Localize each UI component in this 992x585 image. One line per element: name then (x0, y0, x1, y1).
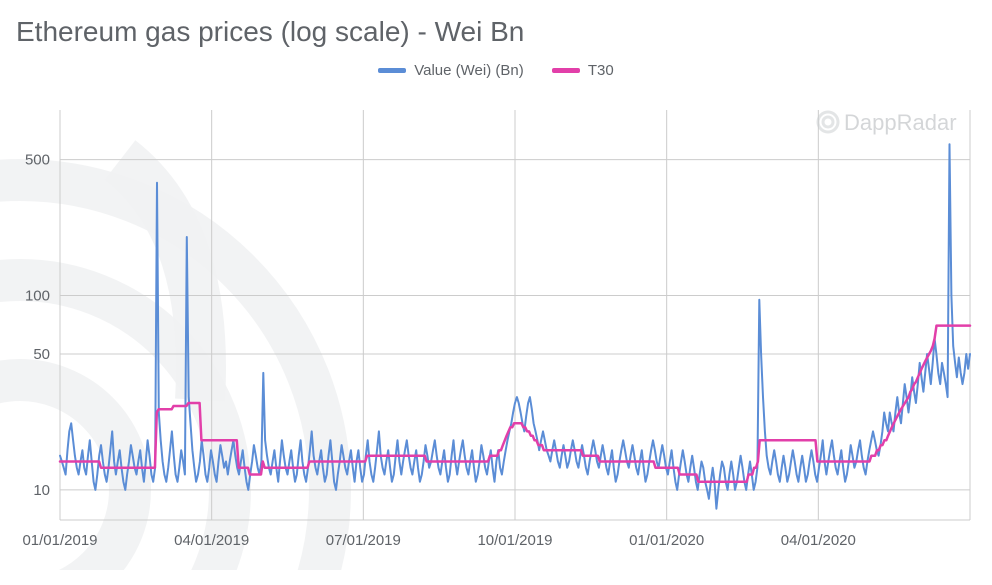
legend-label-value: Value (Wei) (Bn) (414, 62, 523, 79)
svg-text:500: 500 (25, 152, 50, 169)
svg-text:10: 10 (33, 482, 50, 499)
x-axis-labels: 01/01/2019 04/01/2019 07/01/2019 10/01/2019… (22, 532, 855, 549)
chart-plot: 10 50 100 500 01/01/2019 04/01/2019 07/01/201… (0, 100, 992, 570)
svg-text:04/01/2019: 04/01/2019 (174, 532, 249, 549)
legend-swatch-value (378, 68, 406, 73)
svg-text:10/01/2019: 10/01/2019 (477, 532, 552, 549)
svg-text:50: 50 (33, 346, 50, 363)
legend-item-t30: T30 (552, 62, 614, 79)
svg-text:01/01/2019: 01/01/2019 (22, 532, 97, 549)
background-swirl (0, 160, 330, 570)
y-axis-labels: 10 50 100 500 (25, 152, 50, 499)
legend-label-t30: T30 (588, 62, 614, 79)
chart-title: Ethereum gas prices (log scale) - Wei Bn (16, 16, 524, 48)
svg-text:100: 100 (25, 287, 50, 304)
watermark-text: DappRadar (844, 110, 957, 135)
legend-item-value: Value (Wei) (Bn) (378, 62, 523, 79)
watermark: DappRadar (818, 110, 957, 135)
svg-text:04/01/2020: 04/01/2020 (781, 532, 856, 549)
svg-text:01/01/2020: 01/01/2020 (629, 532, 704, 549)
svg-text:07/01/2019: 07/01/2019 (326, 532, 401, 549)
legend-swatch-t30 (552, 68, 580, 73)
legend: Value (Wei) (Bn) T30 (0, 60, 992, 79)
